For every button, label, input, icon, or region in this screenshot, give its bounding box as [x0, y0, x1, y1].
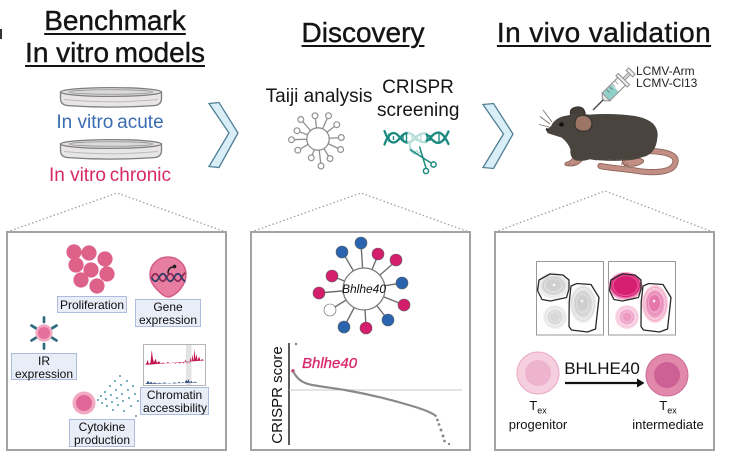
svg-text:Bhlhe40: Bhlhe40 — [342, 282, 386, 296]
